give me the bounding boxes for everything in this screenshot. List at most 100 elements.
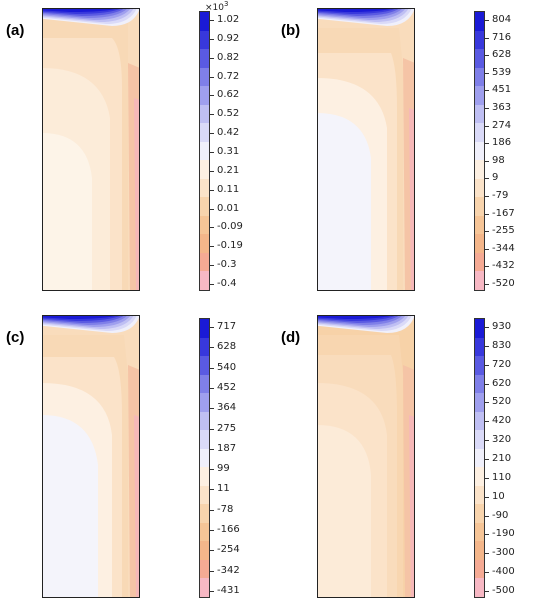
colorbar-segment	[475, 504, 484, 524]
colorbar-tick-label: 99	[217, 463, 230, 475]
colorbar-tick-label: 320	[492, 434, 512, 446]
colorbar-segment	[475, 215, 484, 235]
contour-plot	[42, 8, 140, 291]
colorbar-tick	[485, 421, 489, 423]
colorbar-tick-label: 716	[492, 31, 512, 43]
colorbar-tick-label: -79	[492, 190, 509, 201]
colorbar-segment	[475, 541, 484, 561]
colorbar-tick	[210, 428, 214, 430]
colorbar-tick-label: -0.09	[217, 221, 243, 233]
colorbar-segment	[200, 67, 209, 87]
colorbar-tick	[210, 265, 214, 267]
colorbar-tick	[210, 469, 214, 471]
colorbar-segment	[200, 430, 209, 450]
colorbar-tick-label: -520	[492, 278, 515, 289]
contour-level-5	[409, 108, 415, 291]
colorbar-tick	[210, 152, 214, 153]
colorbar-segment	[200, 522, 209, 542]
colorbar-tick	[210, 20, 214, 21]
colorbar-tick	[210, 170, 214, 172]
contour-svg	[317, 315, 415, 598]
colorbar-tick	[485, 72, 489, 74]
colorbar-tick-label: 830	[492, 339, 512, 351]
colorbar-tick	[210, 246, 214, 248]
colorbar-tick-label: 0.31	[217, 146, 240, 157]
colorbar-tick	[485, 108, 489, 109]
colorbar-tick	[485, 213, 489, 215]
colorbar-segment	[475, 578, 484, 598]
plot-frame	[42, 8, 140, 291]
colorbar-tick-label: 520	[492, 396, 512, 408]
panel-label: (d)	[281, 329, 301, 346]
colorbar-segment	[475, 485, 484, 505]
colorbar-segment	[200, 271, 209, 291]
colorbar-tick-label: 9	[492, 172, 499, 184]
colorbar-tick	[210, 509, 214, 511]
colorbar-tick	[485, 402, 489, 404]
colorbar-tick	[485, 160, 489, 162]
colorbar-segment	[200, 252, 209, 272]
colorbar-segment	[475, 448, 484, 468]
colorbar-segment	[200, 160, 209, 180]
colorbar-tick	[210, 95, 214, 97]
colorbar-segment	[475, 430, 484, 450]
colorbar-tick-label: 187	[217, 442, 237, 454]
colorbar-tick-label: 363	[492, 102, 512, 113]
colorbar-segment	[475, 49, 484, 69]
colorbar-segment	[200, 467, 209, 487]
colorbar-tick	[210, 38, 214, 40]
colorbar-tick	[210, 133, 214, 135]
colorbar-tick	[485, 534, 489, 536]
colorbar-tick-label: -400	[492, 566, 515, 578]
colorbar-segment	[475, 178, 484, 198]
colorbar-tick	[210, 489, 214, 491]
colorbar-segment	[200, 448, 209, 468]
colorbar-tick	[485, 591, 489, 592]
colorbar-tick-label: -167	[492, 207, 515, 219]
colorbar-tick-label: 0.82	[217, 51, 240, 63]
colorbar-tick-label: 0.21	[217, 164, 240, 176]
colorbar-tick	[210, 408, 214, 410]
contour-plot	[317, 315, 415, 598]
colorbar-segment	[200, 337, 209, 357]
colorbar	[199, 318, 210, 598]
contour-plot	[317, 8, 415, 291]
plot-frame	[317, 8, 415, 291]
colorbar-tick-label: -344	[492, 242, 515, 254]
colorbar-tick-label: -254	[217, 544, 240, 556]
colorbar-tick	[485, 37, 489, 39]
colorbar-segment	[475, 374, 484, 394]
colorbar-multiplier: ×103	[205, 0, 228, 13]
colorbar-tick-label: 1.02	[217, 14, 240, 25]
contour-svg	[42, 315, 140, 598]
colorbar-tick	[485, 143, 489, 145]
colorbar-tick	[485, 496, 489, 498]
colorbar-tick	[210, 57, 214, 59]
colorbar-tick-label: -190	[492, 528, 515, 540]
colorbar-tick-label: -432	[492, 260, 515, 272]
colorbar-segment	[200, 356, 209, 376]
colorbar-tick-label: 0.42	[217, 127, 240, 139]
colorbar-tick-label: -255	[492, 225, 515, 237]
colorbar-tick	[485, 327, 489, 328]
colorbar-tick	[210, 76, 214, 78]
colorbar-tick-label: -300	[492, 547, 515, 559]
colorbar-tick-label: 539	[492, 66, 512, 78]
colorbar-tick	[210, 284, 214, 285]
colorbar-segment	[475, 393, 484, 413]
colorbar-segment	[475, 234, 484, 254]
colorbar-segment	[200, 485, 209, 505]
colorbar-tick	[485, 440, 489, 442]
contour-level-3	[317, 425, 371, 598]
colorbar-tick	[210, 570, 214, 572]
colorbar-tick	[485, 459, 489, 460]
colorbar-tick-label: 0.62	[217, 89, 240, 101]
colorbar-tick-label: 452	[217, 381, 237, 393]
colorbar-segment	[200, 541, 209, 561]
colorbar-tick	[210, 227, 214, 229]
contour-level-3	[317, 113, 371, 291]
multiplier-base: ×10	[205, 3, 224, 13]
colorbar-tick	[485, 196, 489, 197]
colorbar-tick-label: 275	[217, 422, 237, 434]
panel-label: (c)	[6, 329, 25, 346]
